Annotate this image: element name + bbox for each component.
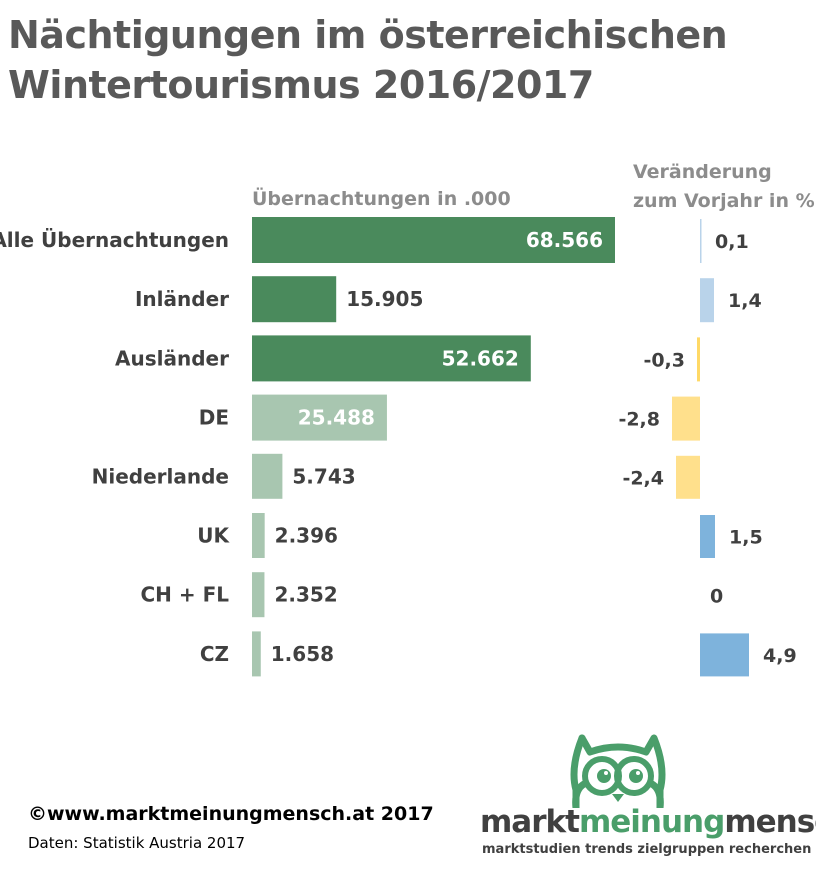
value-label: 5.743	[292, 464, 355, 488]
right-header-line-1: Veränderung	[633, 161, 772, 183]
left-column-header: Übernachtungen in .000	[252, 188, 511, 210]
bar-chart: Alle Übernachtungen 68.566 0,1 Inländer 15.9…	[0, 217, 797, 677]
overnight-bar	[252, 631, 261, 677]
value-label: 15.905	[346, 287, 423, 311]
company-logo: marktmeinungmensch marktstudien trends z…	[478, 728, 816, 862]
category-label: UK	[197, 524, 230, 548]
change-label: 1,4	[728, 290, 762, 312]
change-label: -2,4	[622, 467, 664, 489]
overnight-bar	[252, 513, 265, 558]
change-label: -0,3	[643, 349, 685, 371]
change-label: 0	[710, 586, 723, 608]
copyright-text: ©www.marktmeinungmensch.at 2017	[28, 803, 434, 825]
category-label: DE	[199, 406, 229, 430]
value-label: 25.488	[298, 406, 375, 430]
change-label: 1,5	[729, 527, 763, 549]
change-bar	[700, 219, 702, 263]
overnight-bar	[252, 572, 265, 618]
overnight-bar	[252, 453, 283, 499]
logo-word-markt: markt	[480, 804, 580, 840]
change-bar	[700, 278, 714, 323]
logo-tagline: marktstudien trends zielgruppen recherch…	[482, 842, 812, 857]
category-label: Alle Übernachtungen	[0, 228, 229, 252]
value-label: 2.352	[274, 583, 337, 607]
overnight-bar	[252, 335, 531, 382]
owl-icon	[570, 734, 666, 808]
change-bar	[672, 396, 700, 441]
title-line-2: Wintertourismus 2016/2017	[8, 63, 594, 107]
change-bar	[676, 455, 700, 499]
logo-word-mensch: mensch	[724, 804, 816, 840]
change-bar	[700, 515, 715, 558]
source-text: Daten: Statistik Austria 2017	[28, 834, 246, 852]
change-label: -2,8	[618, 409, 660, 431]
change-bar	[697, 337, 700, 382]
right-column-header: Veränderung zum Vorjahr in %	[633, 158, 815, 216]
change-bar	[700, 633, 749, 677]
category-label: Ausländer	[115, 346, 229, 370]
category-label: CH + FL	[140, 583, 229, 607]
change-label: 0,1	[715, 231, 749, 253]
logo-wordmark: marktmeinungmensch	[480, 804, 816, 840]
value-label: 52.662	[442, 346, 519, 370]
right-header-line-2: zum Vorjahr in %	[633, 190, 815, 212]
chart-title: Nächtigungen im österreichischen Wintert…	[8, 10, 808, 110]
title-line-1: Nächtigungen im österreichischen	[8, 13, 728, 57]
value-label: 68.566	[526, 228, 603, 252]
logo-word-meinung: meinung	[578, 804, 725, 840]
change-label: 4,9	[763, 645, 797, 667]
overnight-bar	[252, 394, 387, 441]
category-label: Niederlande	[92, 464, 229, 488]
category-label: Inländer	[135, 287, 229, 311]
category-label: CZ	[200, 642, 229, 666]
overnight-bar	[252, 217, 615, 263]
value-label: 1.658	[271, 642, 334, 666]
value-label: 2.396	[275, 524, 338, 548]
overnight-bar	[252, 276, 337, 323]
